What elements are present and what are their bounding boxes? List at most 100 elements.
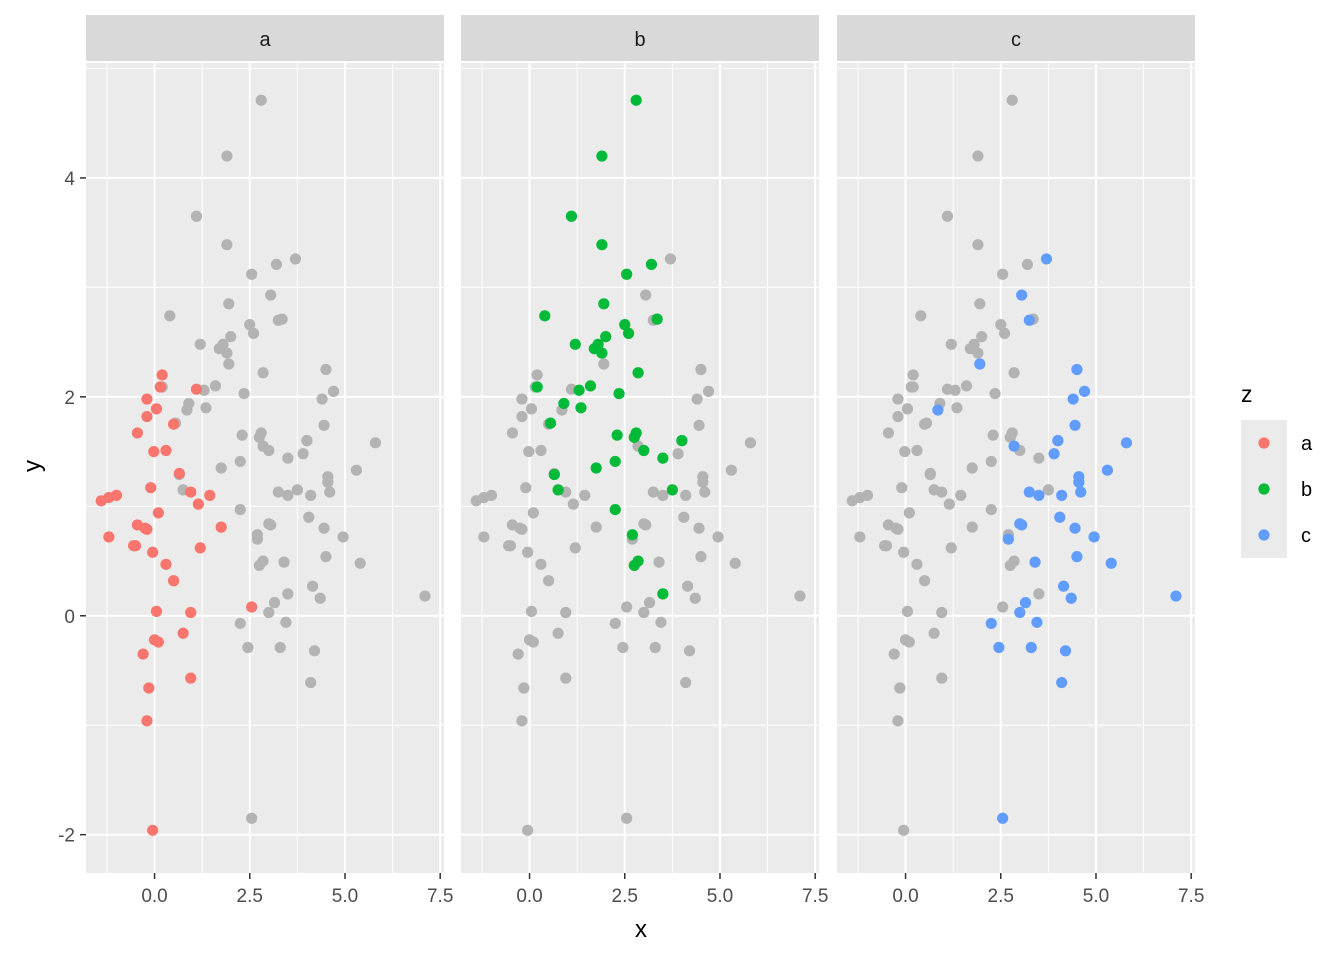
data-point-inactive	[236, 429, 248, 441]
data-point-b	[558, 397, 570, 410]
data-point-a	[167, 418, 180, 430]
data-point-inactive	[638, 606, 650, 619]
data-point-c	[1029, 556, 1041, 568]
data-point-inactive	[518, 682, 530, 694]
legend: z a b c	[1241, 381, 1313, 558]
data-point-inactive	[672, 448, 684, 460]
data-point-inactive	[678, 511, 690, 523]
data-point-inactive	[712, 531, 724, 543]
data-point-inactive	[920, 417, 933, 429]
data-point-inactive	[253, 431, 265, 443]
data-point-inactive	[516, 410, 528, 423]
data-point-b	[666, 484, 678, 496]
data-point-b	[565, 210, 578, 222]
data-point-inactive	[972, 150, 984, 162]
data-point-inactive	[945, 542, 957, 554]
data-point-inactive	[314, 592, 326, 604]
data-point-inactive	[888, 648, 900, 660]
data-point-inactive	[522, 546, 534, 558]
data-point-b	[619, 319, 631, 331]
data-point-b	[596, 347, 608, 359]
data-point-inactive	[265, 519, 277, 531]
data-point-inactive	[1006, 94, 1018, 106]
data-point-b	[657, 588, 669, 600]
data-point-b	[657, 452, 669, 464]
data-point-c	[1016, 519, 1028, 531]
data-point-a	[103, 531, 115, 543]
x-tick-label: 2.5	[237, 886, 263, 907]
points-b	[470, 94, 806, 836]
data-point-c	[1120, 437, 1133, 449]
data-point-c	[1016, 289, 1028, 301]
data-point-c	[1071, 551, 1083, 563]
data-point-inactive	[270, 258, 283, 271]
data-point-a	[160, 444, 172, 457]
data-point-inactive	[664, 253, 677, 265]
data-point-a	[246, 601, 258, 613]
data-point-inactive	[247, 327, 260, 339]
data-point-inactive	[609, 617, 621, 630]
x-tick-label: 2.5	[988, 886, 1014, 907]
data-point-inactive	[350, 464, 363, 476]
data-point-a	[185, 606, 197, 619]
data-point-inactive	[649, 641, 661, 654]
legend-title: z	[1241, 381, 1253, 407]
data-point-inactive	[653, 556, 665, 568]
data-point-inactive	[234, 617, 246, 630]
data-point-b	[548, 468, 560, 481]
data-point-inactive	[354, 557, 366, 569]
data-point-b	[544, 417, 557, 429]
data-point-inactive	[301, 435, 313, 447]
data-point-inactive	[263, 606, 275, 619]
data-point-inactive	[854, 531, 866, 543]
data-point-inactive	[949, 384, 961, 396]
x-axis-title: x	[635, 916, 647, 943]
data-point-inactive	[702, 385, 715, 397]
data-point-inactive	[318, 419, 330, 431]
data-point-a	[156, 369, 168, 381]
data-point-inactive	[647, 486, 659, 498]
data-point-inactive	[369, 437, 382, 449]
data-point-b	[628, 431, 640, 443]
data-point-inactive	[223, 358, 235, 370]
data-point-b	[552, 484, 564, 496]
data-point-c	[1101, 464, 1114, 476]
data-point-inactive	[590, 521, 602, 533]
y-tick-label: 4	[64, 169, 75, 190]
data-point-inactive	[194, 338, 206, 350]
data-point-a	[154, 381, 166, 393]
data-point-c	[1054, 511, 1066, 523]
data-point-inactive	[221, 150, 233, 162]
data-point-inactive	[282, 489, 294, 501]
data-point-inactive	[190, 210, 203, 222]
data-point-inactive	[976, 331, 988, 343]
data-point-a	[167, 575, 180, 587]
facet-strip-c	[837, 15, 1195, 61]
data-point-b	[539, 310, 551, 322]
data-point-inactive	[1021, 258, 1034, 271]
data-point-inactive	[689, 592, 701, 604]
data-point-inactive	[892, 715, 904, 727]
data-point-inactive	[1004, 431, 1016, 443]
data-point-a	[141, 393, 153, 405]
data-point-inactive	[305, 676, 317, 689]
data-point-inactive	[579, 489, 591, 501]
data-point-inactive	[928, 627, 940, 639]
x-tick-label: 5.0	[707, 886, 733, 907]
data-point-inactive	[419, 590, 431, 602]
data-point-inactive	[643, 597, 656, 609]
data-point-inactive	[291, 484, 303, 496]
data-point-inactive	[225, 331, 237, 343]
data-point-c	[1040, 253, 1053, 265]
data-point-inactive	[234, 503, 246, 516]
data-point-a	[141, 523, 153, 535]
data-point-inactive	[987, 429, 999, 441]
data-point-inactive	[680, 489, 692, 501]
data-point-inactive	[320, 551, 332, 563]
data-point-inactive	[903, 636, 915, 648]
data-point-c	[1069, 419, 1081, 431]
data-point-b	[596, 239, 608, 251]
data-point-inactive	[898, 546, 910, 558]
data-point-inactive	[640, 519, 652, 531]
